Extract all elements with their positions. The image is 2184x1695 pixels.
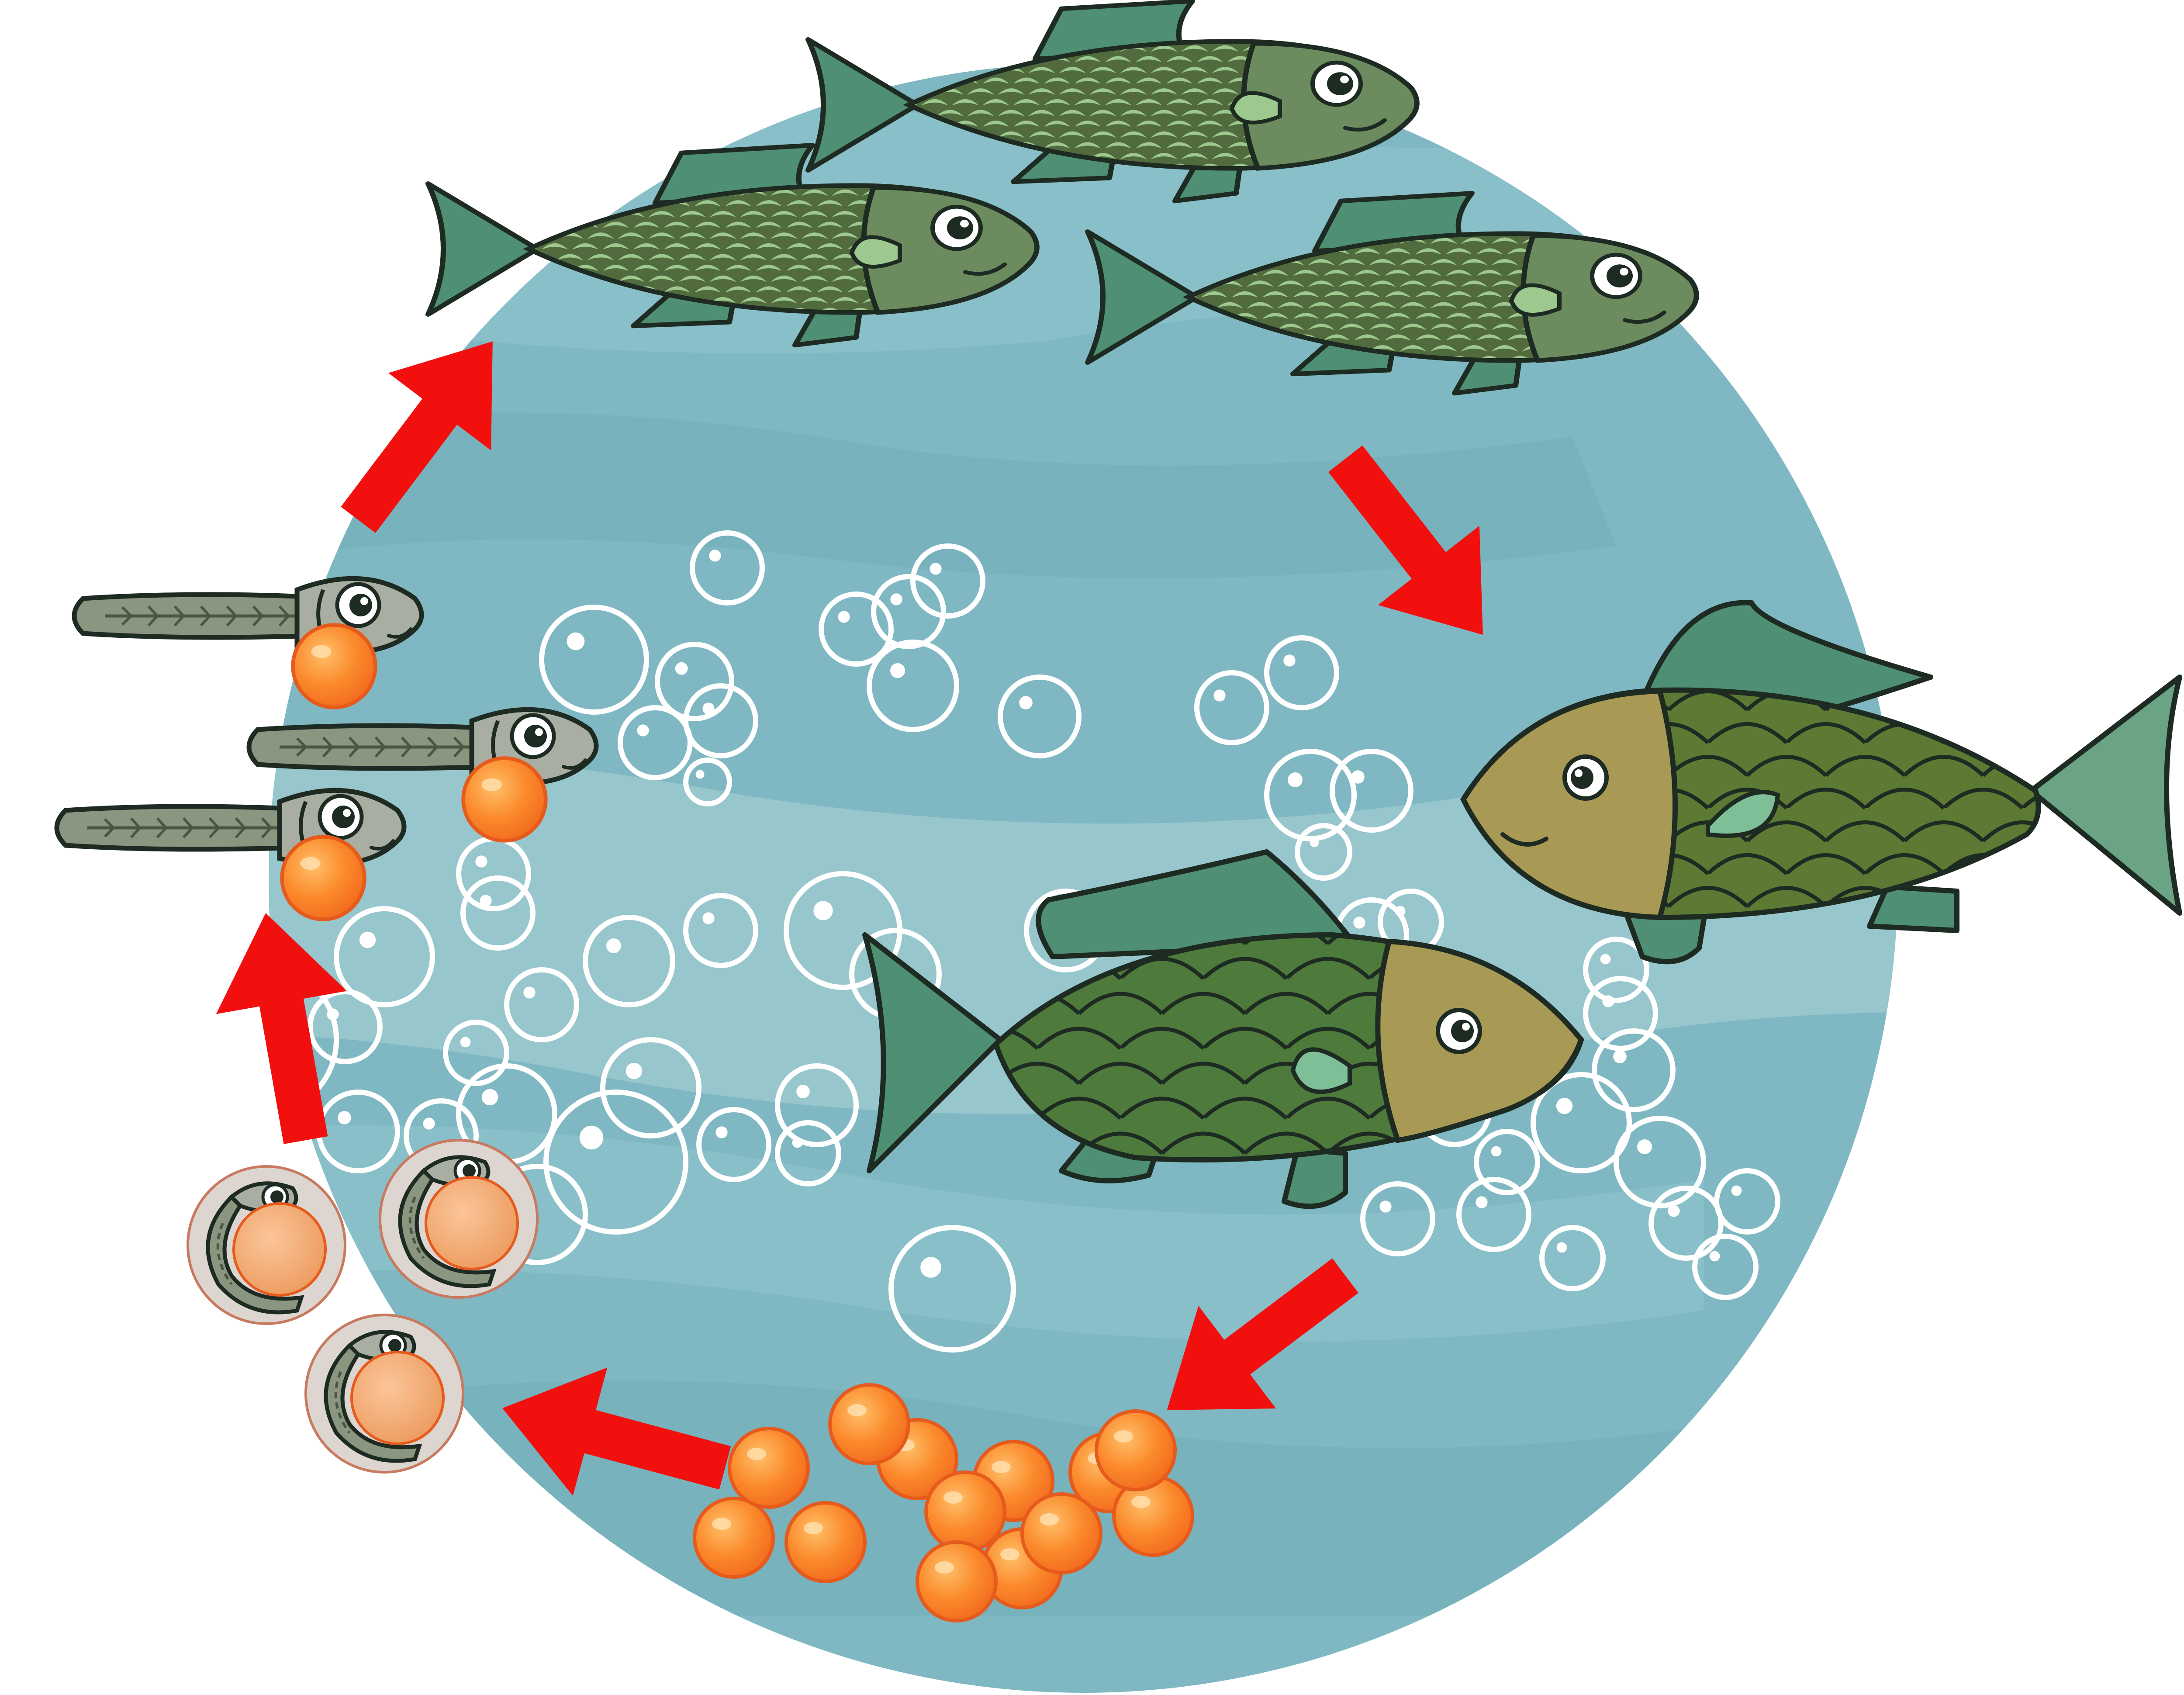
- bubble-icon: [583, 915, 675, 1007]
- bubble-icon: [1330, 749, 1413, 833]
- bubble-icon: [120, 1037, 195, 1112]
- bubble-icon: [910, 543, 985, 619]
- bubble-icon: [683, 758, 732, 806]
- bubble-icon: [1456, 1177, 1531, 1252]
- bubble-icon: [655, 642, 734, 721]
- bubble-icon: [1360, 1181, 1435, 1256]
- egg-icon: [729, 1429, 808, 1507]
- bubble-icon: [618, 705, 693, 780]
- embryo-1: [188, 1166, 345, 1324]
- bubble-icon: [1295, 823, 1352, 881]
- bubble-icon: [460, 875, 536, 951]
- bubble-icon: [543, 1090, 688, 1235]
- bubble-icon: [1614, 1116, 1706, 1208]
- bubble-icon: [1264, 749, 1357, 841]
- bubble-icon: [690, 530, 765, 605]
- embryo-2: [380, 1140, 537, 1297]
- bubble-icon: [683, 893, 758, 968]
- bubbles: [76, 530, 1780, 1353]
- adult-fish: [862, 600, 2182, 1209]
- egg-icon: [917, 1542, 996, 1621]
- egg-icon: [1096, 1411, 1175, 1490]
- bubble-icon: [600, 1037, 702, 1138]
- bubble-icon: [696, 1107, 771, 1182]
- bubble-icon: [504, 967, 579, 1042]
- larva-3: [57, 790, 404, 919]
- bubble-icon: [888, 1225, 1016, 1353]
- bubble-icon: [107, 1098, 182, 1173]
- bubble-icon: [1648, 1186, 1724, 1261]
- egg-icon: [1022, 1494, 1101, 1573]
- bubble-icon: [1583, 976, 1658, 1051]
- bubble-icon: [1692, 1234, 1759, 1300]
- egg-icon: [830, 1385, 909, 1463]
- bubble-icon: [867, 640, 959, 732]
- larva-1: [74, 578, 422, 707]
- bubble-icon: [871, 574, 946, 649]
- bubble-icon: [109, 1157, 180, 1228]
- bubble-icon: [775, 1063, 859, 1147]
- bubble-icon: [1474, 1129, 1540, 1195]
- egg-icon: [926, 1472, 1005, 1551]
- bubble-icon: [1539, 1225, 1606, 1291]
- bubble-icon: [775, 1120, 841, 1186]
- bubble-icon: [443, 1020, 509, 1086]
- bubble-icon: [539, 605, 649, 715]
- bubble-icon: [1583, 937, 1649, 1003]
- bubble-icon: [1531, 1072, 1632, 1173]
- egg-icon: [786, 1503, 865, 1581]
- egg-icon: [695, 1498, 773, 1577]
- adult-fish-1: [1460, 600, 2182, 965]
- bubble-icon: [1592, 1028, 1676, 1112]
- bubble-icon: [683, 683, 758, 758]
- bubble-icon: [1714, 1168, 1780, 1235]
- bubble-icon: [334, 906, 435, 1007]
- embryo-3: [306, 1315, 463, 1472]
- bubble-icon: [998, 675, 1082, 758]
- bubble-icon: [1264, 635, 1339, 710]
- adult-fish-2: [862, 849, 1584, 1209]
- bubble-icon: [819, 592, 894, 667]
- bubble-icon: [76, 1207, 169, 1300]
- bubble-icon: [1194, 670, 1269, 745]
